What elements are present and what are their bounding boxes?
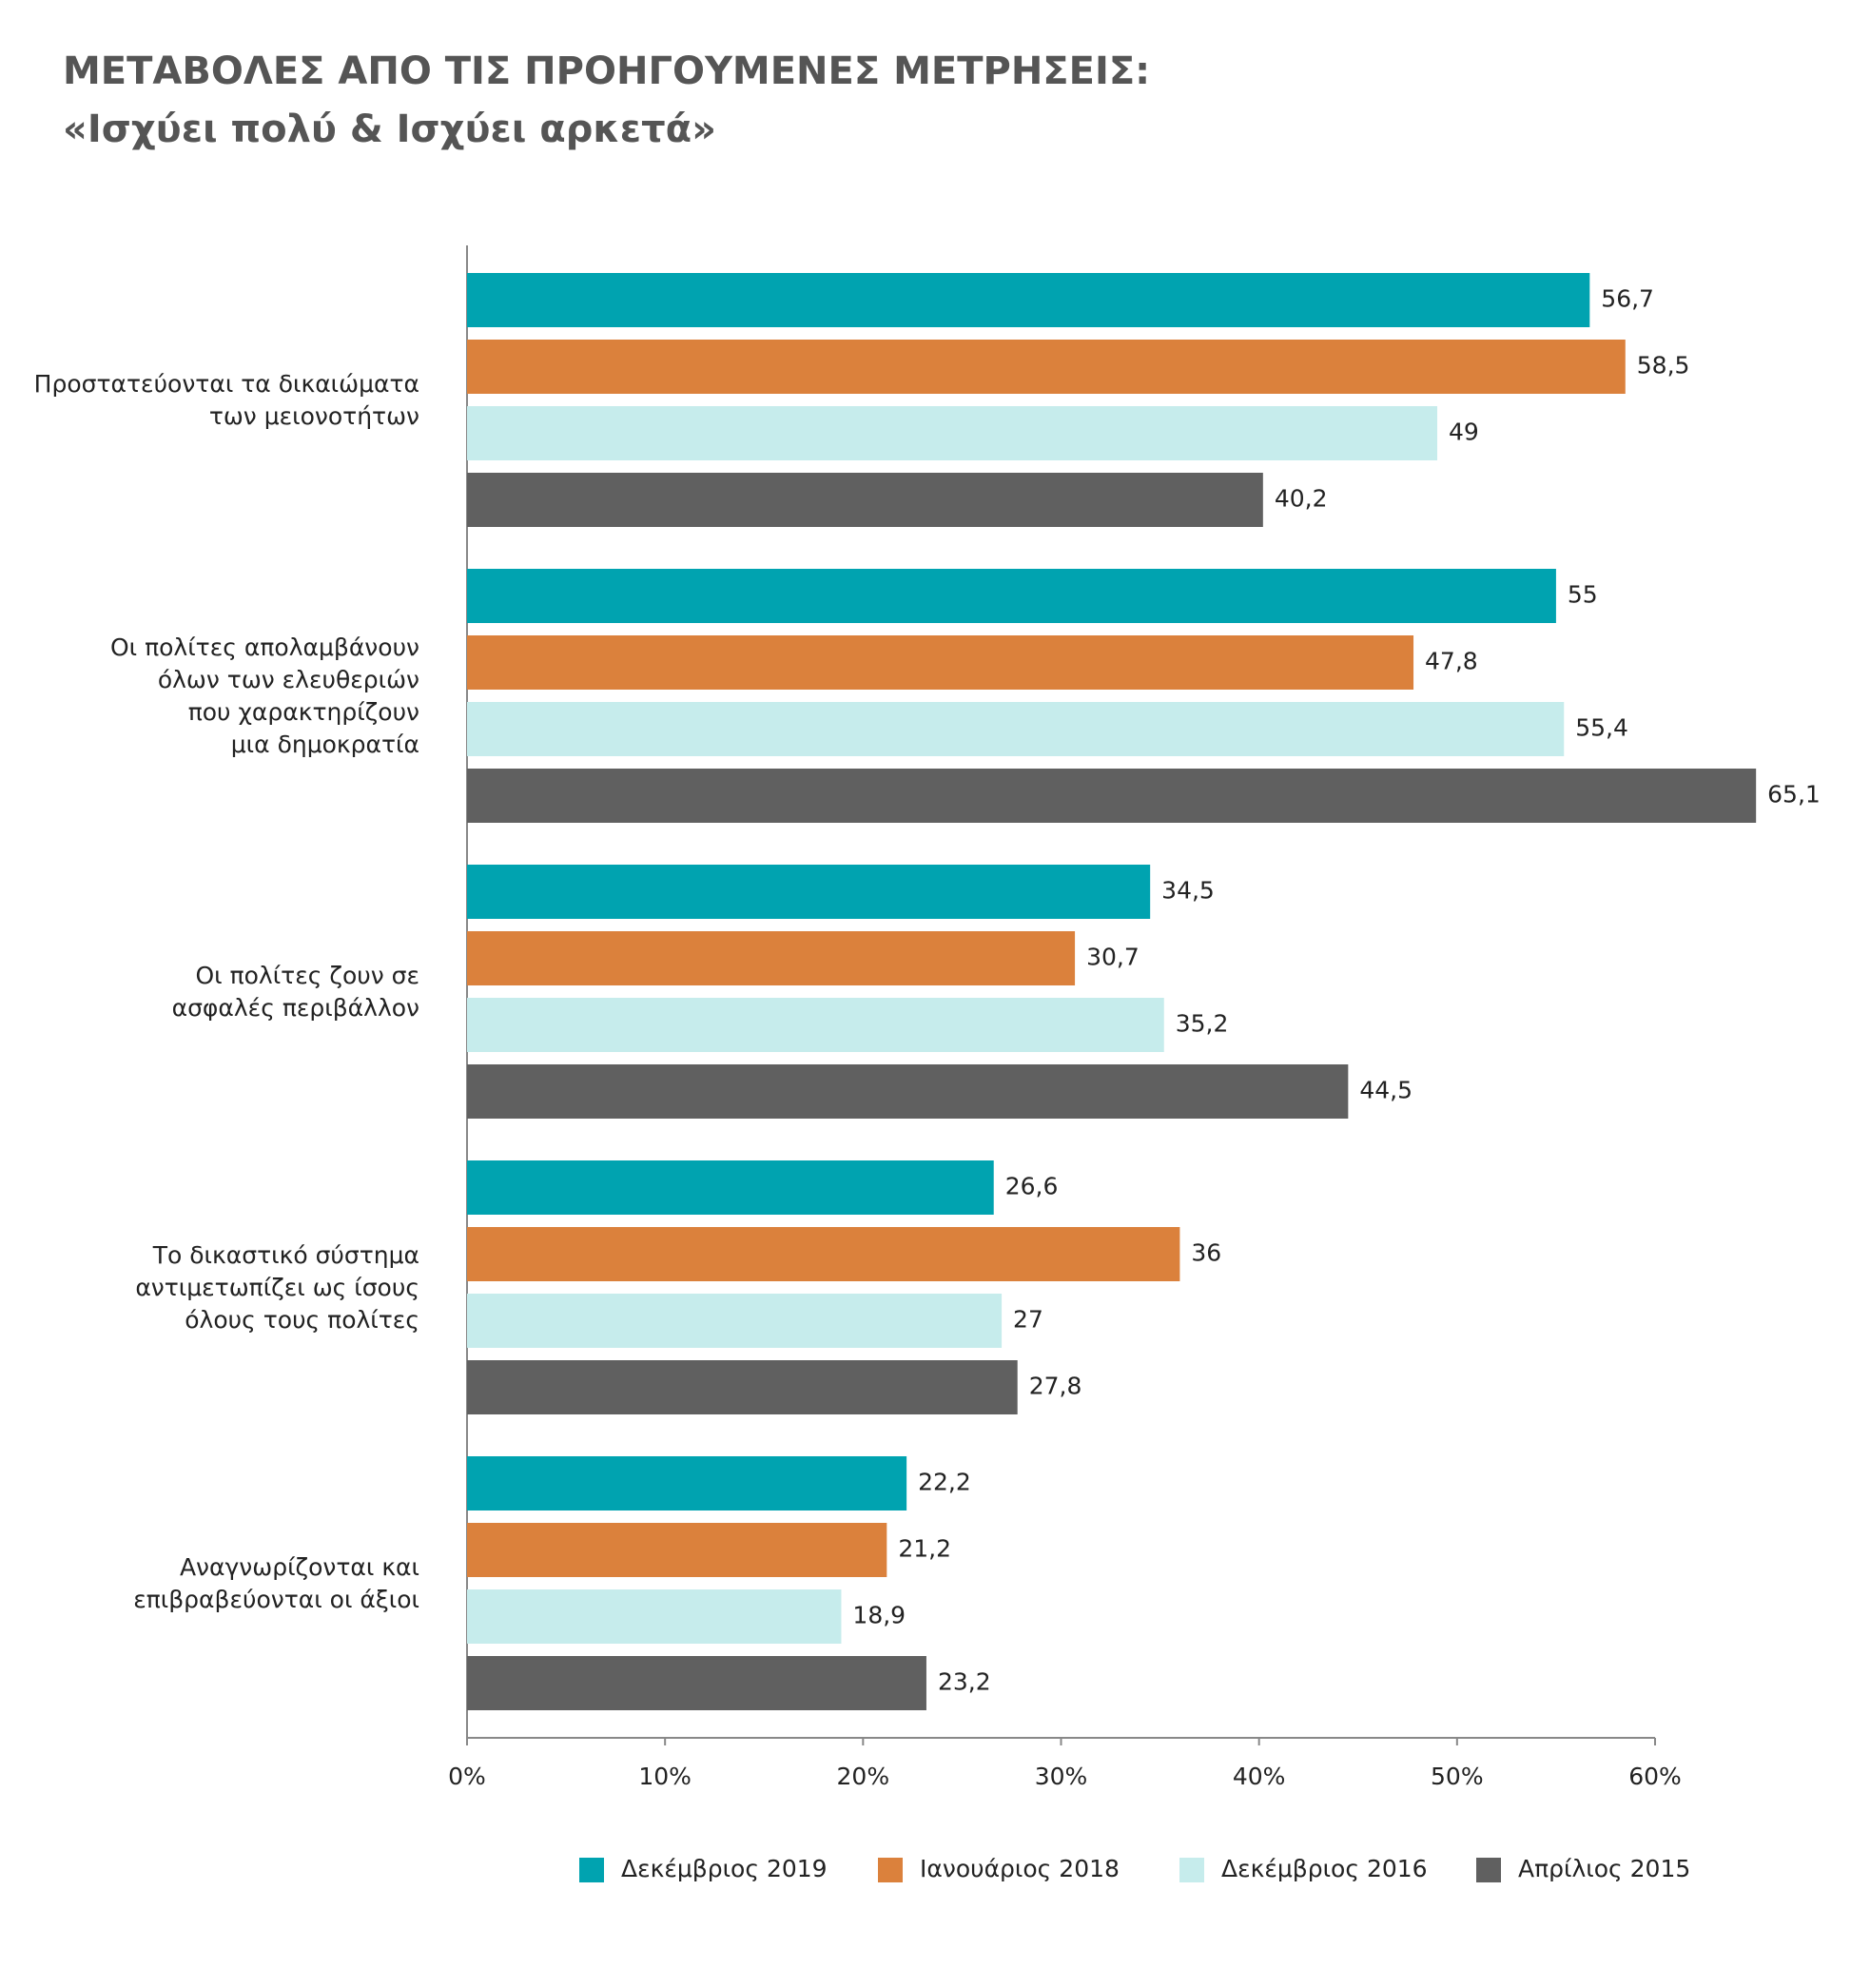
value-label: 56,7 xyxy=(1601,285,1654,313)
bar xyxy=(467,635,1414,690)
legend-label: Ιανουάριος 2018 xyxy=(920,1855,1120,1882)
value-label: 44,5 xyxy=(1359,1077,1413,1104)
bar xyxy=(467,1456,907,1510)
category-label: Προστατεύονται τα δικαιώματα των μειονοτ… xyxy=(33,369,419,430)
bar xyxy=(467,931,1076,985)
legend-label: Απρίλιος 2015 xyxy=(1518,1855,1690,1882)
bar xyxy=(467,1589,842,1644)
chart-title: ΜΕΤΑΒΟΛΕΣ ΑΠΟ ΤΙΣ ΠΡΟΗΓΟΥΜΕΝΕΣ ΜΕΤΡΗΣΕΙΣ… xyxy=(63,49,1150,93)
bar xyxy=(467,702,1565,756)
x-tick-label: 40% xyxy=(1233,1763,1286,1790)
x-tick-label: 20% xyxy=(837,1763,890,1790)
x-tick-label: 30% xyxy=(1035,1763,1088,1790)
value-label: 22,2 xyxy=(918,1469,971,1496)
bar xyxy=(467,406,1438,460)
value-label: 34,5 xyxy=(1161,877,1215,905)
bar xyxy=(467,1064,1349,1119)
bar xyxy=(467,340,1626,394)
bar xyxy=(467,1656,926,1710)
bar xyxy=(467,1360,1018,1414)
value-label: 23,2 xyxy=(938,1668,991,1696)
bar xyxy=(467,1227,1180,1281)
value-label: 47,8 xyxy=(1425,648,1478,675)
bar xyxy=(467,865,1151,919)
value-label: 35,2 xyxy=(1176,1010,1229,1038)
x-tick-label: 50% xyxy=(1431,1763,1484,1790)
chart-subtitle: «Ισχύει πολύ & Ισχύει αρκετά» xyxy=(63,107,716,151)
legend-label: Δεκέμβριος 2019 xyxy=(621,1855,828,1882)
bar xyxy=(467,1160,994,1215)
bar xyxy=(467,473,1263,527)
bar xyxy=(467,569,1556,623)
legend-swatch xyxy=(878,1858,903,1882)
x-tick-label: 10% xyxy=(638,1763,692,1790)
value-label: 40,2 xyxy=(1275,485,1328,513)
bar xyxy=(467,273,1590,327)
value-label: 55 xyxy=(1568,581,1598,609)
x-tick-label: 60% xyxy=(1628,1763,1682,1790)
value-label: 65,1 xyxy=(1767,781,1821,809)
value-label: 58,5 xyxy=(1637,352,1690,380)
value-label: 27,8 xyxy=(1029,1373,1082,1400)
value-label: 26,6 xyxy=(1005,1173,1059,1200)
legend-swatch xyxy=(1179,1858,1204,1882)
bar xyxy=(467,1294,1003,1348)
legend-swatch xyxy=(1476,1858,1501,1882)
x-tick-label: 0% xyxy=(448,1763,486,1790)
category-label: Αναγνωρίζονται και επιβραβεύονται οι άξι… xyxy=(133,1552,419,1613)
bar xyxy=(467,769,1757,823)
value-label: 49 xyxy=(1449,419,1479,446)
value-label: 55,4 xyxy=(1575,714,1628,742)
category-label: Οι πολίτες απολαμβάνουν όλων των ελευθερ… xyxy=(110,633,419,758)
category-label: Οι πολίτες ζουν σε ασφαλές περιβάλλον xyxy=(171,961,419,1022)
bar xyxy=(467,998,1164,1052)
legend-label: Δεκέμβριος 2016 xyxy=(1221,1855,1428,1882)
legend-swatch xyxy=(579,1858,604,1882)
value-label: 18,9 xyxy=(852,1602,906,1629)
value-label: 21,2 xyxy=(898,1535,951,1563)
value-label: 30,7 xyxy=(1086,944,1140,971)
bar xyxy=(467,1523,887,1577)
value-label: 27 xyxy=(1013,1306,1043,1334)
category-label: Το δικαστικό σύστημα αντιμετωπίζει ως ίσ… xyxy=(135,1240,419,1334)
value-label: 36 xyxy=(1191,1239,1221,1267)
